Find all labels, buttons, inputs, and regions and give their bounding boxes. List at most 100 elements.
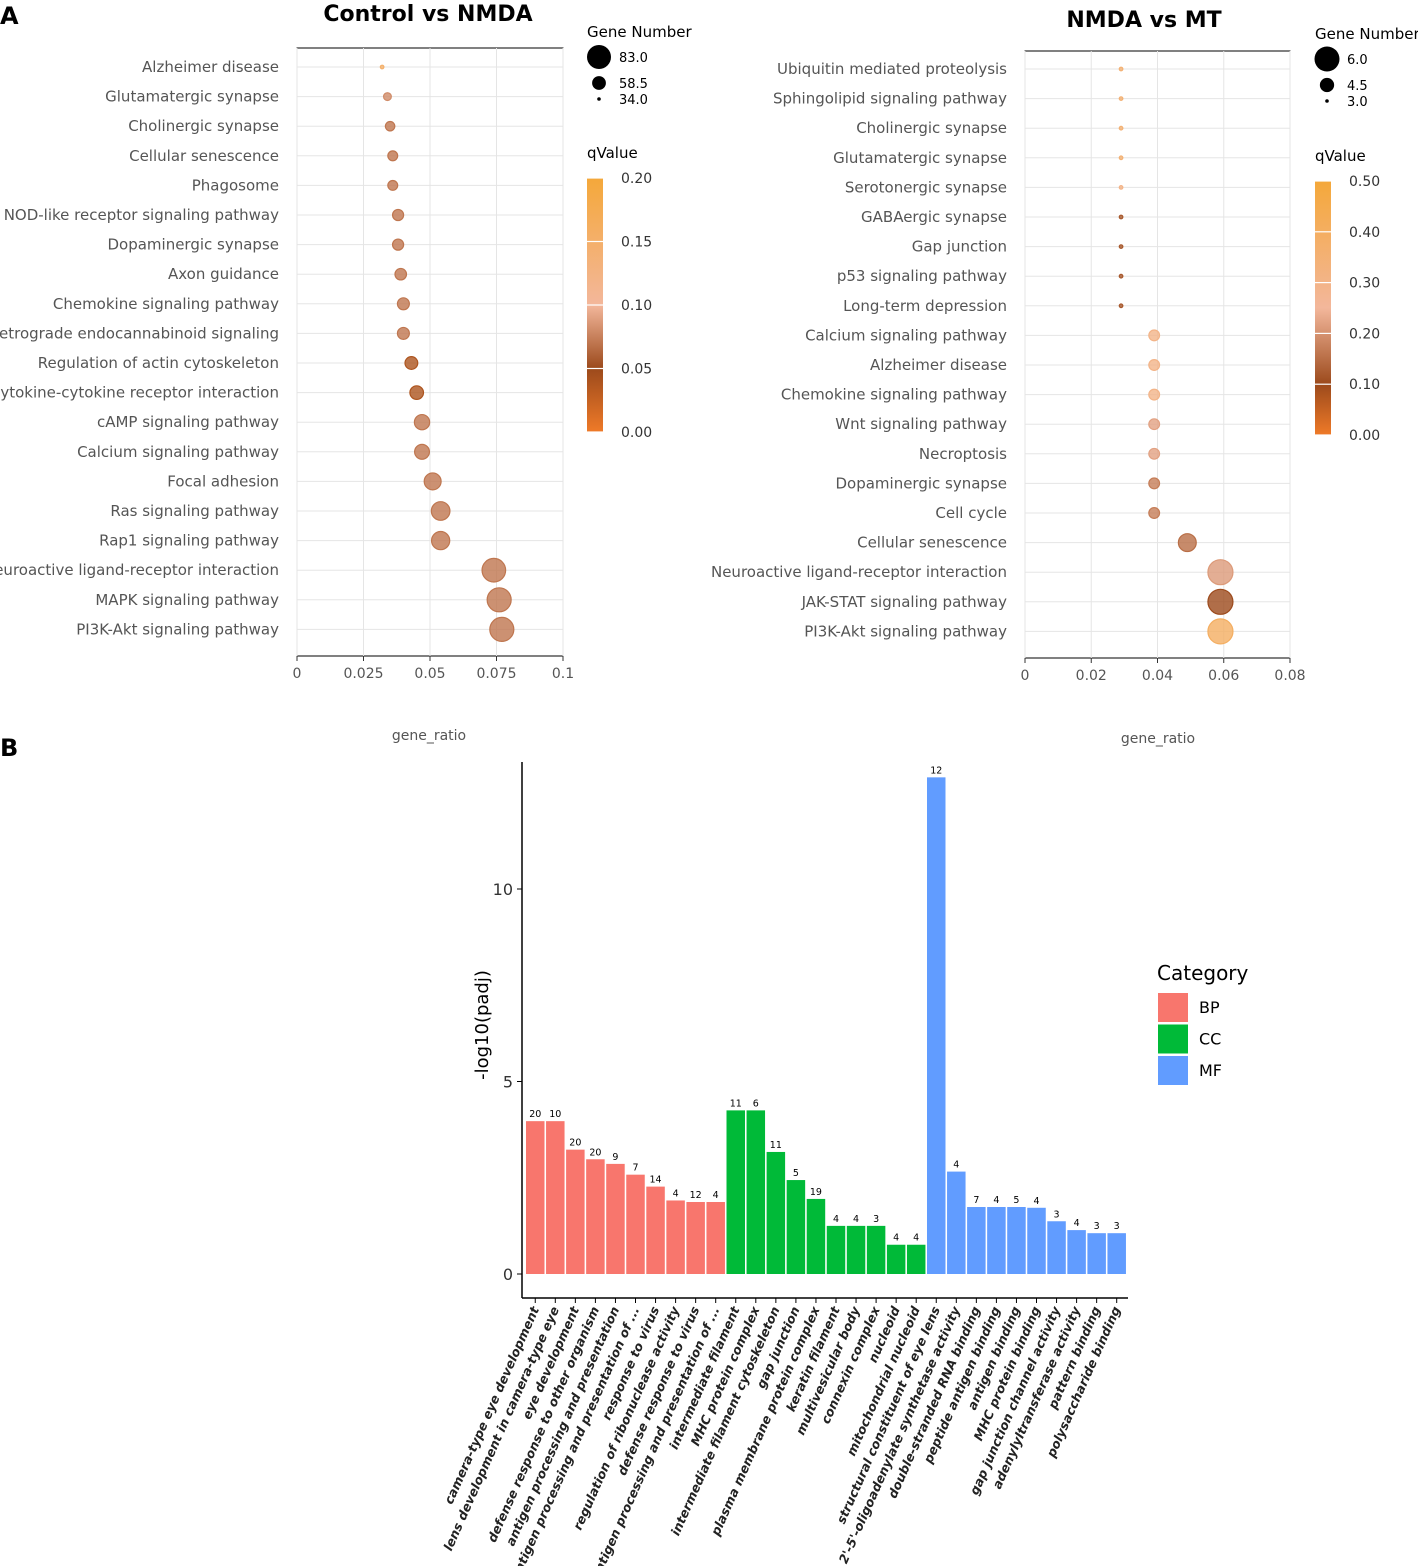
data-point bbox=[1118, 273, 1124, 279]
data-point bbox=[1148, 477, 1161, 490]
y-tick-label: 5 bbox=[503, 1073, 513, 1092]
color-bar bbox=[1315, 181, 1331, 435]
x-tick-label: 0.1 bbox=[552, 666, 574, 682]
bar-count-label: 12 bbox=[690, 1190, 702, 1201]
bar-count-label: 4 bbox=[913, 1233, 919, 1244]
bar-count-label: 6 bbox=[753, 1098, 759, 1109]
bar-count-label: 5 bbox=[1013, 1195, 1019, 1206]
bar-count-label: 4 bbox=[853, 1214, 859, 1225]
y-tick-label: Phagosome bbox=[192, 176, 279, 194]
bar bbox=[1007, 1207, 1026, 1274]
color-legend-title: qValue bbox=[587, 144, 638, 162]
y-tick-label: Ubiquitin mediated proteolysis bbox=[777, 60, 1007, 78]
y-tick-label: Alzheimer disease bbox=[142, 58, 279, 76]
data-point bbox=[1148, 447, 1161, 460]
y-tick-label: Glutamatergic synapse bbox=[105, 88, 279, 106]
y-axis-label: -log10(padj) bbox=[472, 970, 493, 1080]
bar-count-label: 3 bbox=[1114, 1221, 1120, 1232]
bar bbox=[626, 1174, 645, 1274]
size-legend-dot bbox=[592, 76, 606, 90]
bar-count-label: 10 bbox=[549, 1109, 561, 1120]
color-legend-title: qValue bbox=[1315, 147, 1366, 165]
data-point bbox=[1118, 303, 1124, 309]
y-tick-label: Neuroactive ligand-receptor interaction bbox=[0, 561, 279, 579]
bar bbox=[886, 1244, 906, 1274]
data-point bbox=[1207, 559, 1234, 586]
y-tick-label: Chemokine signaling pathway bbox=[53, 295, 279, 313]
data-point bbox=[1118, 184, 1124, 190]
bar bbox=[706, 1202, 725, 1274]
bar bbox=[866, 1225, 886, 1274]
y-tick-label: Glutamatergic synapse bbox=[833, 149, 1007, 167]
bar bbox=[846, 1225, 866, 1274]
bar-count-label: 3 bbox=[873, 1214, 879, 1225]
y-tick-label: Dopaminergic synapse bbox=[107, 236, 279, 254]
y-tick-label: Cholinergic synapse bbox=[856, 119, 1007, 137]
size-legend-label: 4.5 bbox=[1347, 79, 1368, 94]
data-point bbox=[396, 297, 410, 311]
bar-count-label: 3 bbox=[1094, 1221, 1100, 1232]
y-tick-label: Gap junction bbox=[912, 238, 1007, 256]
y-tick-label: Cellular senescence bbox=[857, 534, 1007, 552]
bar-count-label: 4 bbox=[713, 1190, 719, 1201]
x-tick-label: 0.02 bbox=[1076, 668, 1107, 684]
bar bbox=[826, 1225, 846, 1274]
size-legend-title: Gene Number bbox=[1315, 25, 1418, 43]
data-point bbox=[1118, 244, 1124, 250]
dotplot-nmda-vs-mt: NMDA vs MT Ubiquitin mediated proteolysi… bbox=[711, 8, 1418, 747]
data-point bbox=[1207, 618, 1234, 645]
data-point bbox=[384, 120, 396, 132]
bar bbox=[927, 777, 946, 1274]
y-tick-label: Long-term depression bbox=[843, 297, 1007, 315]
data-point bbox=[430, 501, 451, 521]
data-point bbox=[1148, 388, 1161, 401]
bar-count-label: 20 bbox=[529, 1109, 541, 1120]
color-legend-label: 0.20 bbox=[621, 171, 652, 187]
y-tick-label: Cell cycle bbox=[935, 504, 1007, 522]
color-legend-label: 0.10 bbox=[1349, 377, 1380, 393]
bar-count-label: 12 bbox=[930, 765, 942, 776]
y-tick-label: NOD-like receptor signaling pathway bbox=[4, 206, 279, 224]
size-legend-label: 83.0 bbox=[619, 51, 648, 66]
bar bbox=[726, 1110, 745, 1274]
size-legend-dot bbox=[1314, 46, 1340, 72]
data-point bbox=[1207, 588, 1234, 615]
data-point bbox=[1118, 214, 1124, 220]
bar bbox=[746, 1110, 766, 1274]
bar bbox=[606, 1163, 625, 1274]
size-legend-dot bbox=[597, 97, 601, 101]
size-legend-label: 3.0 bbox=[1347, 95, 1368, 110]
data-point bbox=[387, 150, 399, 162]
bar-count-label: 9 bbox=[612, 1152, 618, 1163]
chart-title: NMDA vs MT bbox=[1066, 8, 1221, 33]
y-tick-label: JAK-STAT signaling pathway bbox=[801, 593, 1008, 611]
panel-label-b: B bbox=[0, 734, 18, 762]
color-legend-label: 0.50 bbox=[1349, 174, 1380, 190]
bar bbox=[906, 1244, 926, 1274]
x-tick-label: 0 bbox=[293, 666, 302, 682]
data-point bbox=[1118, 66, 1124, 72]
bar bbox=[566, 1149, 585, 1274]
bar bbox=[1047, 1221, 1066, 1274]
y-tick-label: Necroptosis bbox=[919, 445, 1007, 463]
x-tick-label: 0.05 bbox=[414, 666, 445, 682]
bar-count-label: 5 bbox=[793, 1168, 799, 1179]
bar-count-label: 3 bbox=[1054, 1209, 1060, 1220]
bar-count-label: 4 bbox=[953, 1160, 959, 1171]
bar-count-label: 20 bbox=[589, 1147, 601, 1158]
size-legend-dot bbox=[587, 45, 611, 69]
x-axis-label: gene_ratio bbox=[1121, 731, 1195, 747]
data-point bbox=[423, 472, 442, 491]
size-legend-label: 34.0 bbox=[619, 93, 648, 108]
bar bbox=[786, 1180, 806, 1274]
bar bbox=[526, 1121, 545, 1274]
data-point bbox=[1177, 533, 1197, 553]
data-point bbox=[489, 616, 515, 643]
bar-count-label: 7 bbox=[973, 1195, 979, 1206]
data-point bbox=[394, 267, 408, 281]
legend-label: CC bbox=[1199, 1030, 1221, 1049]
bar bbox=[987, 1207, 1006, 1274]
data-point bbox=[404, 356, 419, 370]
